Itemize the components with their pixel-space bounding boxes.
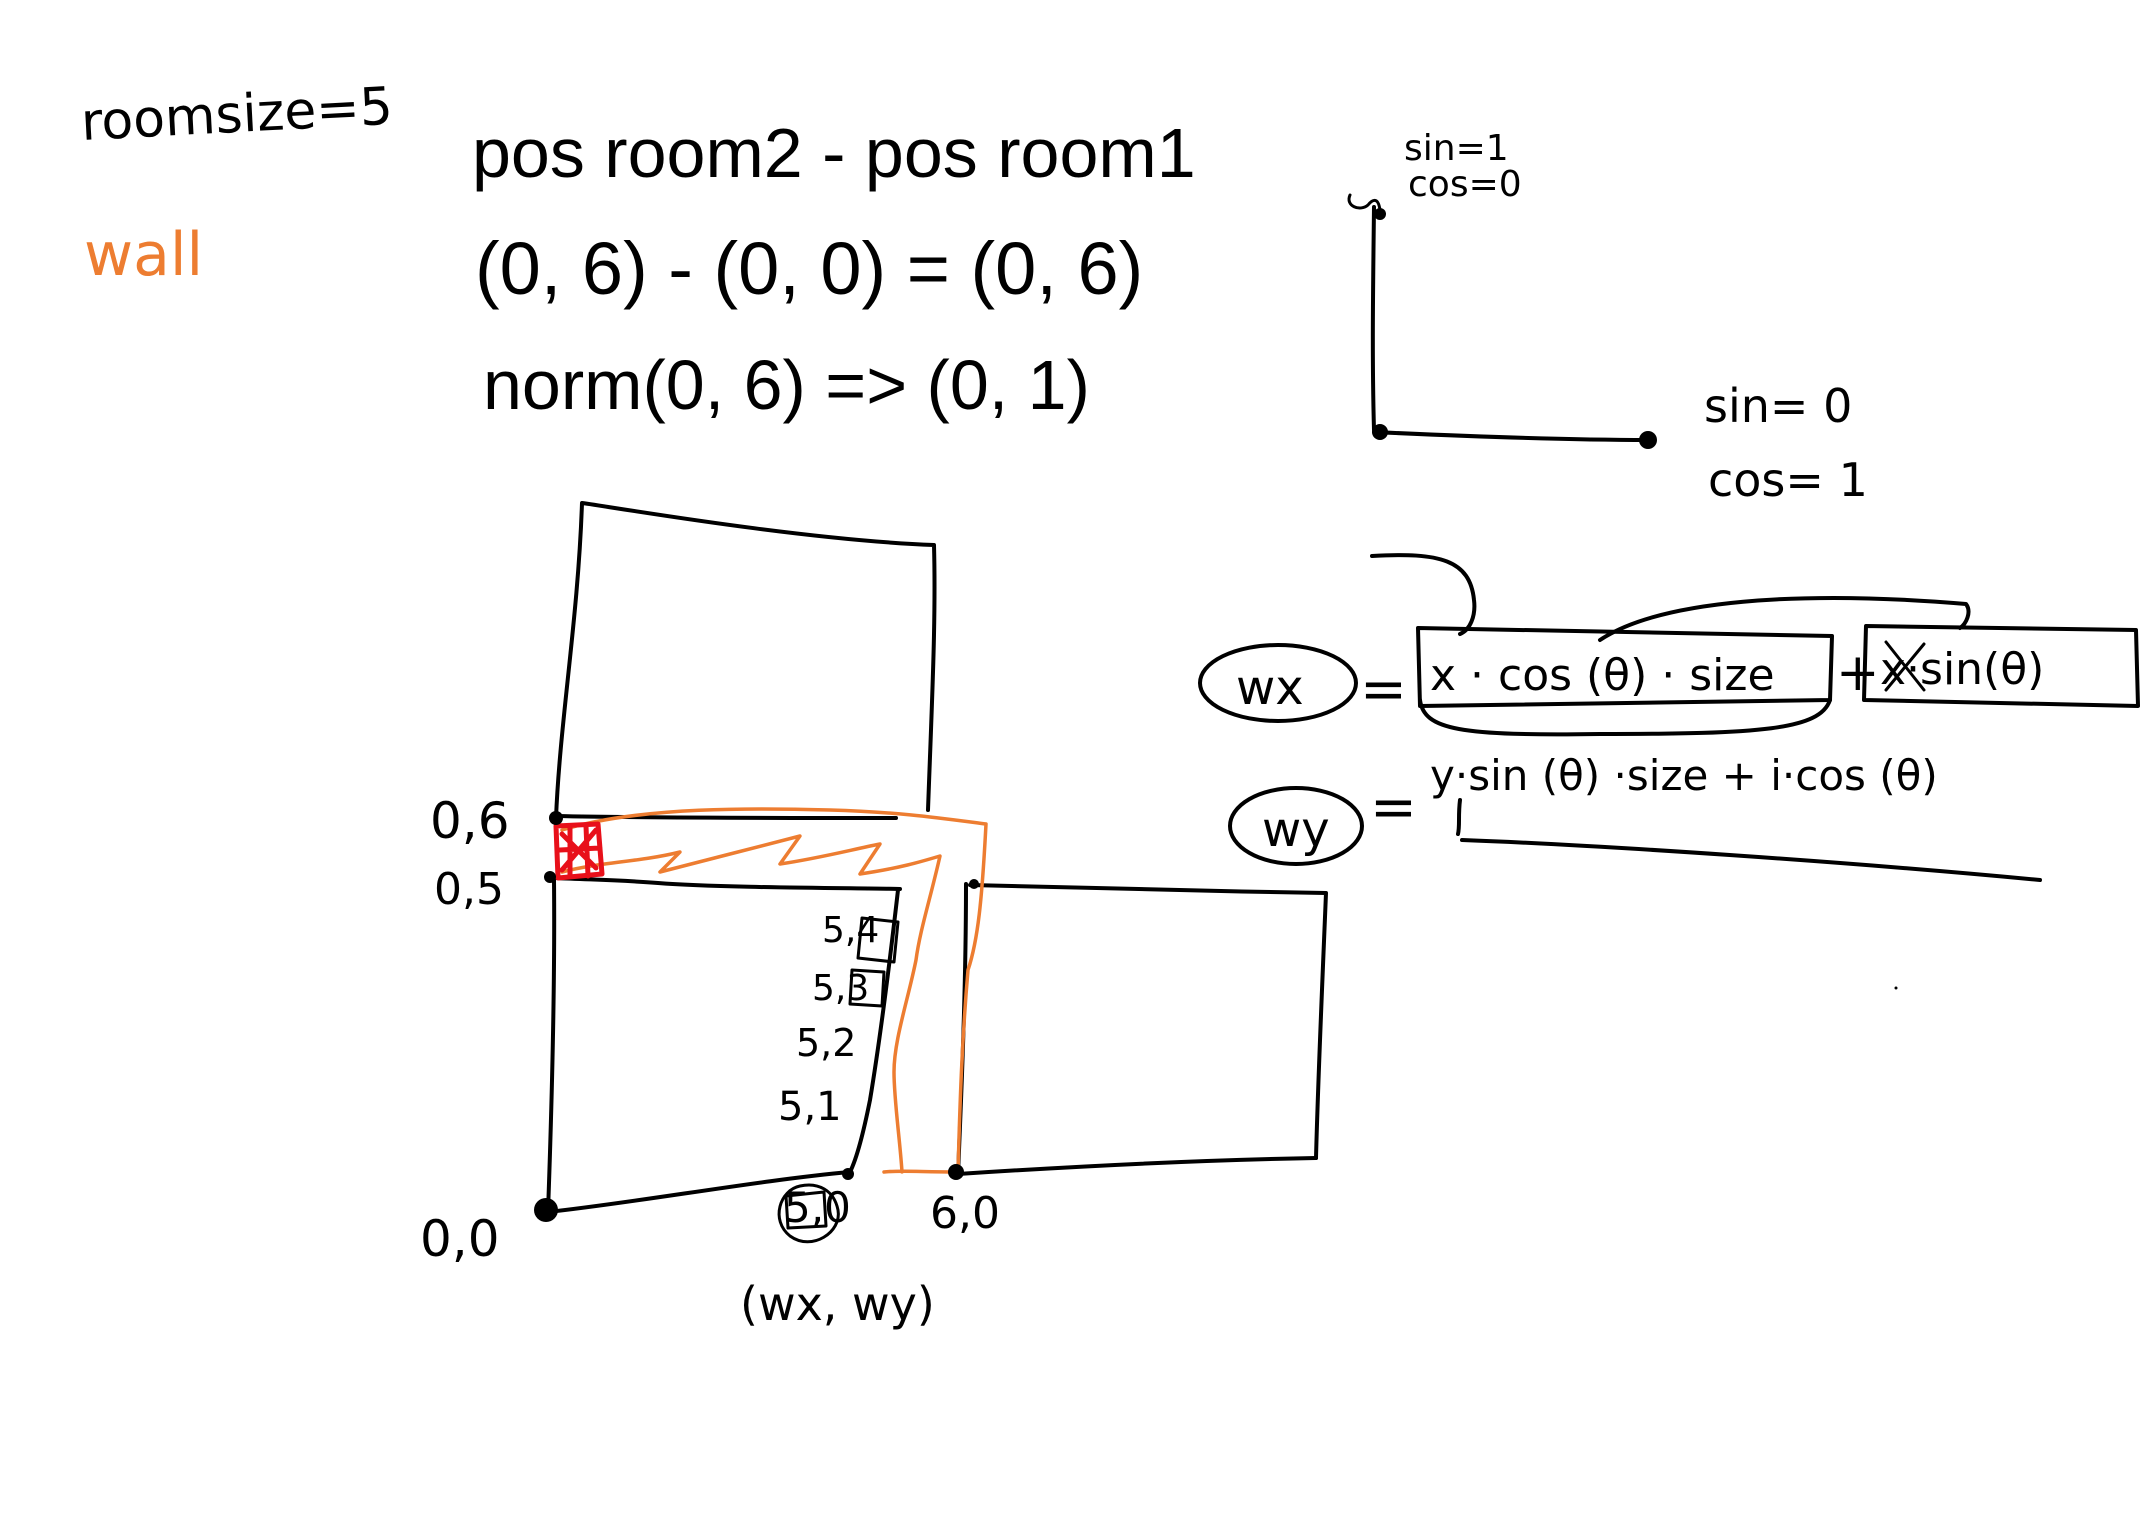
corner-dot-60 <box>948 1164 964 1180</box>
wx-equals: = <box>1360 657 1407 722</box>
rotation-sketch: sin=1 cos=0 sin= 0 cos= 1 <box>1347 128 1868 507</box>
label-step-51: 5,1 <box>778 1084 842 1130</box>
wall-start-marker <box>553 821 605 881</box>
corner-dot-06 <box>549 811 563 825</box>
sin-top-note: sin=1 <box>1404 128 1509 169</box>
room-diagram: 0,6 0,5 0,0 6,0 5,0 5,4 5,3 5,2 5,1 (wx,… <box>420 501 1328 1331</box>
equation-line-normalize: norm(0, 6) => (0, 1) <box>483 346 1090 424</box>
wy-label: wy <box>1262 802 1330 858</box>
room-size-note: roomsize=5 <box>80 77 395 153</box>
wall-path <box>560 807 988 1174</box>
label-step-52: 5,2 <box>796 1021 856 1065</box>
label-point-00: 0,0 <box>420 1210 500 1268</box>
wy-equals: = <box>1370 775 1417 840</box>
cos-right-note: cos= 1 <box>1708 453 1868 507</box>
corner-dot-00 <box>534 1198 558 1222</box>
equation-line-positions: pos room2 - pos room1 <box>472 114 1196 192</box>
label-point-50: 5,0 <box>784 1183 851 1232</box>
circle-around-50 <box>777 1183 840 1244</box>
equation-line-difference: (0, 6) - (0, 0) = (0, 6) <box>475 227 1144 310</box>
wx-label: wx <box>1236 660 1304 716</box>
wy-expression: y·sin (θ) ·size + i·cos (θ) <box>1430 751 1938 800</box>
sin-right-note: sin= 0 <box>1704 379 1852 433</box>
cos-top-note: cos=0 <box>1408 164 1522 205</box>
label-point-60: 6,0 <box>930 1188 1000 1239</box>
corner-dot-05 <box>544 871 556 883</box>
label-point-06: 0,6 <box>430 792 510 850</box>
label-point-05: 0,5 <box>434 864 504 915</box>
label-step-53: 5,3 <box>812 968 869 1009</box>
wx-term-cos: x · cos (θ) · size <box>1430 650 1775 701</box>
corner-dot-50 <box>842 1168 854 1180</box>
world-coordinate-formulas: wx = x · cos (θ) · size + x·sin(θ) wy = … <box>1198 553 2140 990</box>
label-step-54: 5,4 <box>822 910 879 951</box>
label-world-coords: (wx, wy) <box>740 1277 935 1331</box>
wall-legend-note: wall <box>84 220 203 290</box>
wx-plus: + <box>1836 643 1880 703</box>
